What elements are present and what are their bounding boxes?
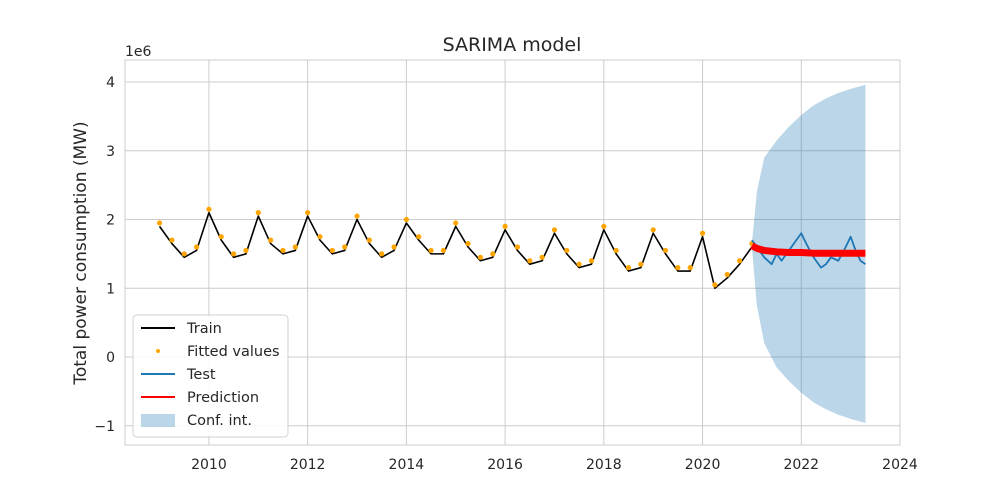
x-tick-label: 2022 <box>783 457 819 473</box>
data-layer <box>156 84 866 423</box>
y-tick-label: 4 <box>106 75 115 91</box>
fitted-point <box>428 247 434 254</box>
y-tick-label: 1 <box>106 281 115 297</box>
x-tick-label: 2010 <box>191 457 227 473</box>
fitted-point <box>243 247 249 254</box>
legend-prediction-label: Prediction <box>187 390 259 406</box>
fitted-point <box>403 216 409 223</box>
fitted-point <box>687 265 693 271</box>
fitted-point <box>625 265 632 271</box>
fitted-point <box>329 247 335 254</box>
x-tick-label: 2018 <box>586 457 622 473</box>
legend: Train Fitted values Test Prediction Conf… <box>132 314 289 438</box>
y-tick-label: 0 <box>106 350 115 366</box>
fitted-point <box>675 265 681 271</box>
fitted-point <box>193 244 200 250</box>
fitted-point <box>477 254 484 260</box>
fitted-point <box>490 251 496 257</box>
x-tick-label: 2014 <box>389 457 425 473</box>
fitted-point <box>699 230 706 236</box>
fitted-point <box>551 227 558 233</box>
fitted-point <box>638 261 644 267</box>
y-tick-label: 3 <box>106 144 115 160</box>
fitted-point <box>342 244 348 250</box>
fitted-point <box>502 223 508 229</box>
fitted-point <box>576 261 582 267</box>
fitted-point <box>613 247 619 254</box>
train-line <box>158 211 753 290</box>
legend-fitted-swatch <box>156 349 160 353</box>
fitted-point <box>181 251 187 257</box>
fitted-point <box>169 237 175 243</box>
fitted-point <box>527 258 533 264</box>
fitted-point <box>317 234 323 240</box>
fitted-point <box>724 271 730 278</box>
y-scale-label: 1e6 <box>125 44 152 60</box>
fitted-point <box>206 206 212 212</box>
chart-title: SARIMA model <box>443 34 582 56</box>
fitted-point <box>218 234 224 240</box>
legend-confint-label: Conf. int. <box>187 413 252 429</box>
fitted-point <box>230 251 237 257</box>
fitted-point <box>564 247 570 254</box>
x-tick-label: 2020 <box>685 457 721 473</box>
fitted-point <box>305 210 311 216</box>
fitted-point <box>736 258 743 264</box>
x-tick-label: 2016 <box>487 457 523 473</box>
fitted-point <box>650 227 656 233</box>
fitted-point <box>255 210 261 216</box>
x-tick-label: 2024 <box>882 457 918 473</box>
fitted-point <box>539 254 545 260</box>
x-tick-label: 2012 <box>290 457 326 473</box>
fitted-point <box>712 282 718 288</box>
y-tick-label: 2 <box>106 213 115 229</box>
fitted-point <box>514 244 521 250</box>
legend-fitted-label: Fitted values <box>187 344 280 360</box>
legend-train-label: Train <box>186 321 222 337</box>
legend-test-label: Test <box>186 367 216 383</box>
fitted-point <box>379 251 385 257</box>
prediction-line <box>750 242 866 257</box>
fitted-point <box>465 240 471 247</box>
legend-box <box>132 314 289 438</box>
fitted-point <box>280 247 286 254</box>
tick-labels: 2010 2012 2014 2016 2018 2020 2022 2024 −1 0 1 2 3 4 <box>94 75 918 473</box>
fitted-point <box>391 244 397 250</box>
plot-frame <box>124 59 901 446</box>
y-axis-label: Total power consumption (MW) <box>71 121 91 385</box>
fitted-point <box>601 223 607 229</box>
y-tick-label: −1 <box>94 419 115 435</box>
fitted-point <box>156 220 163 226</box>
fitted-point <box>268 237 274 243</box>
fitted-point <box>354 213 360 219</box>
fitted-point <box>366 237 372 243</box>
fitted-point <box>662 247 669 254</box>
fitted-point <box>292 244 298 250</box>
fitted-point <box>453 220 459 226</box>
fitted-point <box>440 247 446 254</box>
fitted-point <box>416 234 422 240</box>
legend-confint-swatch <box>141 414 175 427</box>
fitted-point <box>588 258 595 264</box>
